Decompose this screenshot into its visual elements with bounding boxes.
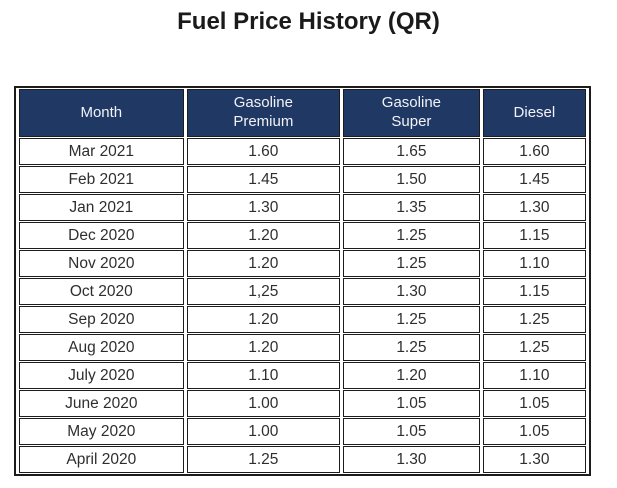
month-cell: Oct 2020 — [19, 278, 184, 305]
table-row: Aug 2020 1.20 1.25 1.25 — [19, 334, 586, 361]
gasoline-super-cell: 1.35 — [343, 194, 480, 221]
table-row: Mar 2021 1.60 1.65 1.60 — [19, 138, 586, 165]
table-row: May 2020 1.00 1.05 1.05 — [19, 418, 586, 445]
table-row: Nov 2020 1.20 1.25 1.10 — [19, 250, 586, 277]
diesel-cell: 1.05 — [482, 418, 586, 445]
table-body: Mar 2021 1.60 1.65 1.60 Feb 2021 1.45 1.50 1.45… — [19, 138, 586, 473]
table-header: Month Gasoline Premium Gasoline Super Di… — [19, 89, 586, 137]
fuel-price-table-container: Month Gasoline Premium Gasoline Super Di… — [14, 86, 591, 476]
gasoline-premium-cell: 1.45 — [186, 166, 341, 193]
gasoline-premium-cell: 1.10 — [186, 362, 341, 389]
column-header-gasoline-super: Gasoline Super — [343, 89, 480, 137]
month-cell: Dec 2020 — [19, 222, 184, 249]
table-row: July 2020 1.10 1.20 1.10 — [19, 362, 586, 389]
diesel-cell: 1.25 — [482, 306, 586, 333]
month-cell: May 2020 — [19, 418, 184, 445]
table-row: Sep 2020 1.20 1.25 1.25 — [19, 306, 586, 333]
gasoline-premium-cell: 1.30 — [186, 194, 341, 221]
gasoline-super-cell: 1.65 — [343, 138, 480, 165]
month-cell: Jan 2021 — [19, 194, 184, 221]
diesel-cell: 1.10 — [482, 362, 586, 389]
diesel-cell: 1.30 — [482, 194, 586, 221]
diesel-cell: 1.25 — [482, 334, 586, 361]
header-row: Month Gasoline Premium Gasoline Super Di… — [19, 89, 586, 137]
table-row: Feb 2021 1.45 1.50 1.45 — [19, 166, 586, 193]
month-cell: Mar 2021 — [19, 138, 184, 165]
gasoline-super-cell: 1.25 — [343, 306, 480, 333]
month-cell: Feb 2021 — [19, 166, 184, 193]
diesel-cell: 1.15 — [482, 278, 586, 305]
gasoline-super-cell: 1.30 — [343, 278, 480, 305]
diesel-cell: 1.30 — [482, 446, 586, 473]
table-row: Oct 2020 1,25 1.30 1.15 — [19, 278, 586, 305]
gasoline-premium-cell: 1.20 — [186, 334, 341, 361]
table-row: Jan 2021 1.30 1.35 1.30 — [19, 194, 586, 221]
diesel-cell: 1.45 — [482, 166, 586, 193]
table-row: June 2020 1.00 1.05 1.05 — [19, 390, 586, 417]
column-header-month: Month — [19, 89, 184, 137]
month-cell: June 2020 — [19, 390, 184, 417]
table-row: April 2020 1.25 1.30 1.30 — [19, 446, 586, 473]
gasoline-super-cell: 1.25 — [343, 222, 480, 249]
gasoline-premium-cell: 1.20 — [186, 306, 341, 333]
month-cell: April 2020 — [19, 446, 184, 473]
gasoline-premium-cell: 1,25 — [186, 278, 341, 305]
gasoline-super-cell: 1.25 — [343, 334, 480, 361]
column-header-gasoline-premium: Gasoline Premium — [186, 89, 341, 137]
gasoline-super-cell: 1.30 — [343, 446, 480, 473]
month-cell: Nov 2020 — [19, 250, 184, 277]
gasoline-super-cell: 1.05 — [343, 390, 480, 417]
month-cell: Aug 2020 — [19, 334, 184, 361]
diesel-cell: 1.60 — [482, 138, 586, 165]
gasoline-premium-cell: 1.25 — [186, 446, 341, 473]
fuel-price-table: Month Gasoline Premium Gasoline Super Di… — [14, 86, 591, 476]
gasoline-premium-cell: 1.20 — [186, 250, 341, 277]
gasoline-premium-cell: 1.00 — [186, 390, 341, 417]
month-cell: Sep 2020 — [19, 306, 184, 333]
diesel-cell: 1.10 — [482, 250, 586, 277]
gasoline-premium-cell: 1.20 — [186, 222, 341, 249]
gasoline-premium-cell: 1.00 — [186, 418, 341, 445]
diesel-cell: 1.15 — [482, 222, 586, 249]
page-title: Fuel Price History (QR) — [177, 8, 440, 35]
month-cell: July 2020 — [19, 362, 184, 389]
gasoline-super-cell: 1.05 — [343, 418, 480, 445]
table-row: Dec 2020 1.20 1.25 1.15 — [19, 222, 586, 249]
gasoline-super-cell: 1.25 — [343, 250, 480, 277]
gasoline-premium-cell: 1.60 — [186, 138, 341, 165]
diesel-cell: 1.05 — [482, 390, 586, 417]
column-header-diesel: Diesel — [482, 89, 586, 137]
gasoline-super-cell: 1.50 — [343, 166, 480, 193]
gasoline-super-cell: 1.20 — [343, 362, 480, 389]
